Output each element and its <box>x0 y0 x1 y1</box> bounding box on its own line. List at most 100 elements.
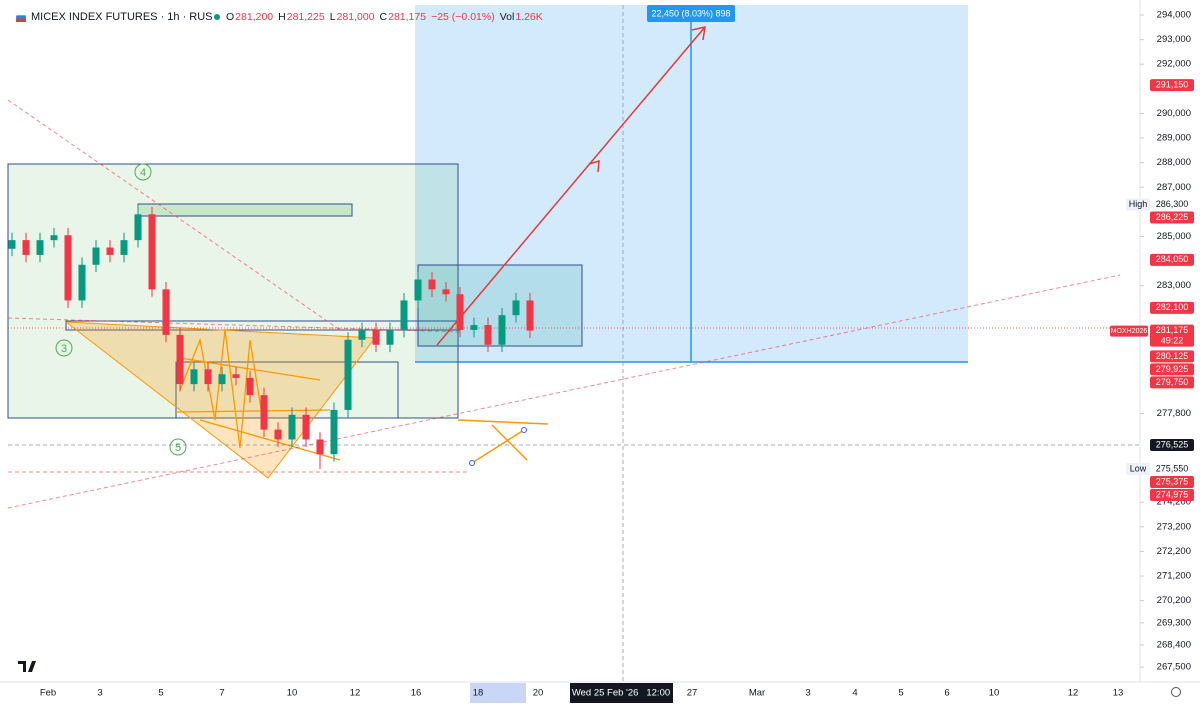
candle-body <box>36 240 44 255</box>
candle-body <box>358 329 366 340</box>
symbol-tag-label: MOXH2026 <box>1111 328 1148 335</box>
ohlc-value: 1.26K <box>515 11 542 23</box>
price-countdown: 49:22 <box>1161 335 1184 345</box>
y-tick-label: 289,000 <box>1157 133 1191 144</box>
price-badge-label: 276,525 <box>1156 439 1189 449</box>
projection-box <box>647 5 735 22</box>
x-tick-label: Feb <box>40 688 56 699</box>
y-tick-label: 294,000 <box>1157 10 1191 21</box>
candle-body <box>288 414 296 440</box>
y-tick-label: 283,000 <box>1157 280 1191 291</box>
y-tick-label: 277,800 <box>1157 408 1191 419</box>
price-badge <box>1150 350 1194 363</box>
settings-icon[interactable] <box>1171 687 1181 697</box>
ohlc-key: O <box>226 11 234 23</box>
extreme-tag-label: Low <box>1130 463 1147 473</box>
candle-body <box>64 235 72 301</box>
price-badge-label: 291,150 <box>1156 80 1189 90</box>
y-tick-label: 285,000 <box>1157 231 1191 242</box>
candle-body <box>498 315 506 345</box>
x-tick-label: Mar <box>749 688 765 699</box>
arrow <box>436 26 706 346</box>
x-tick-label: 20 <box>533 688 544 699</box>
status-dot <box>214 14 220 20</box>
ohlc-key: H <box>278 11 286 23</box>
y-tick-label: 267,500 <box>1157 662 1191 673</box>
price-badge <box>1150 253 1194 266</box>
wave-label: 4 <box>140 167 146 179</box>
flag-stripe <box>16 18 26 22</box>
arrow-head <box>588 159 600 173</box>
dashed-trend <box>7 99 341 331</box>
trend <box>174 409 331 413</box>
x-tick-label: 10 <box>287 688 298 699</box>
x-tick-label: 12 <box>350 688 361 699</box>
candle-body <box>442 289 450 295</box>
y-tick-label: 290,000 <box>1157 108 1191 119</box>
candle-body <box>204 369 212 385</box>
candle-body <box>106 247 114 255</box>
candle-body <box>148 214 156 290</box>
extreme-tag <box>1126 198 1150 211</box>
crosshair-label: Wed 25 Feb '26 12:00 <box>572 688 670 699</box>
symbol-tag <box>1110 325 1148 337</box>
arrow-head <box>691 26 706 41</box>
price-badge <box>1150 363 1194 376</box>
candle-body <box>274 429 282 440</box>
candle-body <box>190 369 198 385</box>
y-tick-label: 270,200 <box>1157 595 1191 606</box>
y-tick-label: 273,200 <box>1157 521 1191 532</box>
ohlc-value: 281,175 <box>388 11 426 23</box>
trend <box>491 424 528 461</box>
x-tick-label: 3 <box>97 688 102 699</box>
zone-rect <box>175 361 399 419</box>
candle-body <box>134 214 142 241</box>
symbol[interactable]: MICEX INDEX FUTURES · 1h · RUS <box>31 11 213 23</box>
dashed-trend <box>7 274 1121 509</box>
candle-body <box>470 325 478 330</box>
price-badge <box>1150 488 1194 501</box>
candle-body <box>484 325 492 345</box>
candle-body <box>162 289 170 335</box>
candle-body <box>302 414 310 440</box>
price-badge-label: 286,225 <box>1156 212 1189 222</box>
y-tick-label: 268,400 <box>1157 639 1191 650</box>
wave-circle <box>134 163 152 181</box>
x-tick-label: 16 <box>411 688 422 699</box>
y-tick-label: 292,000 <box>1157 59 1191 70</box>
price-badge <box>1150 211 1194 224</box>
x-tick-label: 5 <box>898 688 903 699</box>
crosshair-box <box>570 683 673 703</box>
candle-body <box>512 300 520 316</box>
price-badge-label: 284,050 <box>1156 254 1189 264</box>
price-badge-label: 280,125 <box>1156 351 1189 361</box>
zone-rect <box>137 203 353 217</box>
y-tick-label: 293,000 <box>1157 34 1191 45</box>
candle-body <box>456 294 464 330</box>
candle-body <box>428 279 436 290</box>
x-tick-label: 5 <box>158 688 163 699</box>
price-badge <box>1150 324 1194 347</box>
price-badge <box>1150 475 1194 488</box>
flag-stripe <box>16 12 26 16</box>
price-badge <box>1150 301 1194 314</box>
candle-body <box>526 300 534 331</box>
candle-body <box>344 339 352 410</box>
handle <box>469 460 475 466</box>
candle-body <box>176 334 184 385</box>
candle-body <box>386 329 394 345</box>
candle-body <box>414 279 422 301</box>
x-tick-label: 18 <box>473 688 484 699</box>
handle <box>521 427 527 433</box>
candle-body <box>22 240 30 255</box>
y-tick-label: 269,300 <box>1157 617 1191 628</box>
candle-body <box>120 240 128 255</box>
candle-body <box>50 235 58 241</box>
wave-circle <box>55 339 73 357</box>
price-badge <box>1150 439 1194 452</box>
y-tick-label: 274,200 <box>1157 497 1191 508</box>
candle-body <box>218 374 226 385</box>
x-tick-label: 27 <box>687 688 698 699</box>
y-tick-label: 272,200 <box>1157 546 1191 557</box>
x-tick-label: 12 <box>1068 688 1079 699</box>
